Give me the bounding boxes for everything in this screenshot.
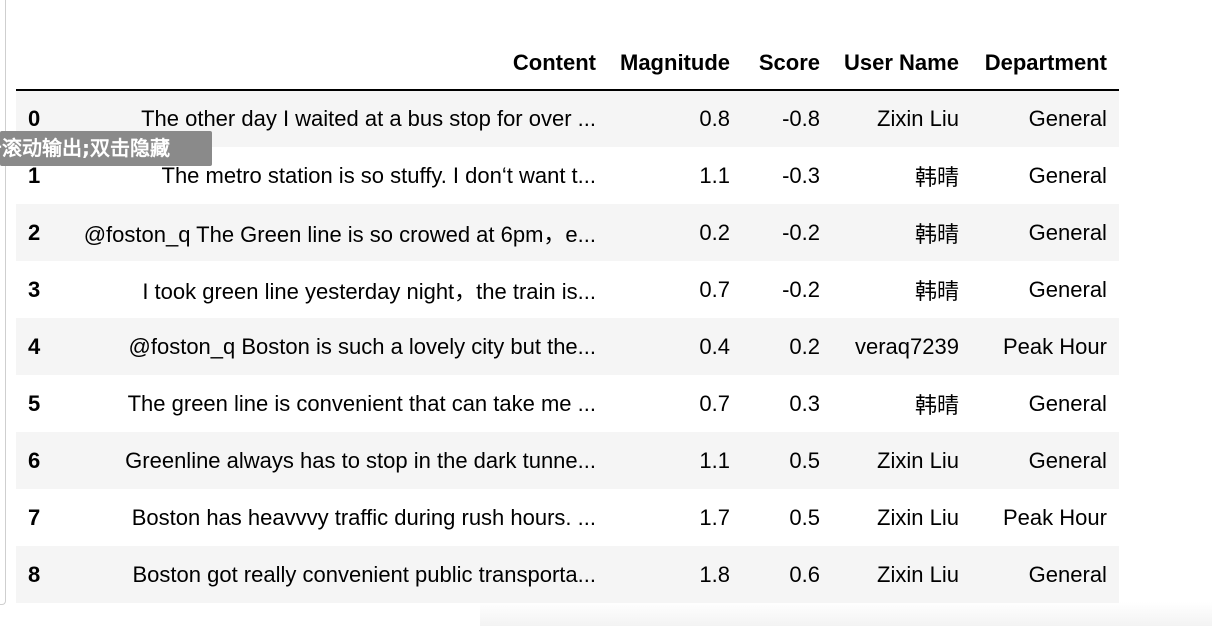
cell-department: Peak Hour (1003, 504, 1107, 530)
cell-content: The green line is convenient that can ta… (127, 390, 596, 416)
row-index: 7 (28, 504, 41, 530)
cell-department: General (1028, 162, 1107, 188)
cell-department: General (1028, 106, 1107, 131)
cell-magnitude: 1.1 (699, 162, 730, 188)
cell-user-name: 韩晴 (914, 221, 959, 247)
cell-score: 0.5 (789, 504, 820, 530)
cell-content: @foston_q Boston is such a lovely city b… (128, 333, 596, 359)
cell-user-name: Zixin Liu (877, 106, 959, 131)
column-header-user-name: User Name (832, 36, 971, 91)
table-row: 6 Greenline always has to stop in the da… (16, 432, 1119, 489)
cell-score: 0.3 (789, 390, 820, 416)
cell-user-name: 韩晴 (914, 164, 959, 190)
cell-user-name: Zixin Liu (877, 561, 959, 587)
cell-content: Boston got really convenient public tran… (132, 561, 597, 587)
cell-score: -0.2 (782, 276, 820, 302)
column-header-department: Department (970, 36, 1119, 91)
row-index: 8 (28, 561, 41, 587)
cell-user-name: veraq7239 (854, 333, 959, 359)
cell-score: -0.2 (782, 219, 820, 245)
output-scroll-tooltip: 击滚动输出;双击隐藏 (0, 131, 212, 166)
column-header-magnitude: Magnitude (608, 36, 742, 91)
cell-user-name: 韩晴 (914, 392, 959, 418)
index-header (16, 36, 52, 91)
table-row: 5 The green line is convenient that can … (16, 375, 1119, 432)
table-row: 1 The metro station is so stuffy. I don‘… (16, 147, 1119, 204)
cell-department: General (1028, 447, 1107, 473)
cell-content: @foston_q The Green line is so crowed at… (83, 221, 596, 247)
cell-department: Peak Hour (1003, 333, 1107, 359)
cell-user-name: Zixin Liu (877, 447, 959, 473)
table-row: 8 Boston got really convenient public tr… (16, 546, 1119, 603)
cell-content: Boston has heavvvy traffic during rush h… (131, 504, 596, 530)
table-row: 4 @foston_q Boston is such a lovely city… (16, 318, 1119, 375)
row-index: 0 (28, 106, 41, 131)
tooltip-text: 击滚动输出;双击隐藏 (0, 136, 170, 160)
cell-content: I took green line yesterday night，the tr… (142, 278, 596, 304)
cell-score: 0.2 (789, 333, 820, 359)
row-index: 2 (28, 219, 41, 245)
cell-score: -0.8 (782, 106, 820, 131)
row-index: 1 (28, 162, 41, 188)
cell-magnitude: 0.8 (699, 106, 730, 131)
output-prompt-collapser[interactable] (0, 0, 6, 605)
cell-score: 0.6 (789, 561, 820, 587)
column-header-content: Content (52, 36, 608, 91)
dataframe-table: Content Magnitude Score User Name Depart… (16, 36, 1119, 603)
cell-department: General (1028, 561, 1107, 587)
bottom-shadow (480, 602, 1212, 626)
cell-magnitude: 1.7 (699, 504, 730, 530)
row-index: 5 (28, 390, 41, 416)
cell-score: 0.5 (789, 447, 820, 473)
cell-content: The metro station is so stuffy. I don‘t … (161, 162, 597, 188)
cell-score: -0.3 (782, 162, 820, 188)
cell-magnitude: 0.7 (699, 276, 730, 302)
table-row: 7 Boston has heavvvy traffic during rush… (16, 489, 1119, 546)
cell-content: The other day I waited at a bus stop for… (141, 106, 596, 131)
row-index: 3 (28, 276, 41, 302)
cell-magnitude: 0.4 (699, 333, 730, 359)
cell-department: General (1028, 219, 1107, 245)
row-index: 4 (28, 333, 41, 359)
column-header-score: Score (742, 36, 832, 91)
cell-content: Greenline always has to stop in the dark… (125, 447, 596, 473)
cell-user-name: Zixin Liu (877, 504, 959, 530)
cell-department: General (1028, 276, 1107, 302)
cell-magnitude: 1.1 (699, 447, 730, 473)
table-row: 3 I took green line yesterday night，the … (16, 261, 1119, 318)
row-index: 6 (28, 447, 41, 473)
table-row: 2 @foston_q The Green line is so crowed … (16, 204, 1119, 261)
cell-department: General (1028, 390, 1107, 416)
header-row: Content Magnitude Score User Name Depart… (16, 36, 1119, 91)
cell-user-name: 韩晴 (914, 278, 959, 304)
cell-magnitude: 0.2 (699, 219, 730, 245)
cell-magnitude: 0.7 (699, 390, 730, 416)
cell-magnitude: 1.8 (699, 561, 730, 587)
